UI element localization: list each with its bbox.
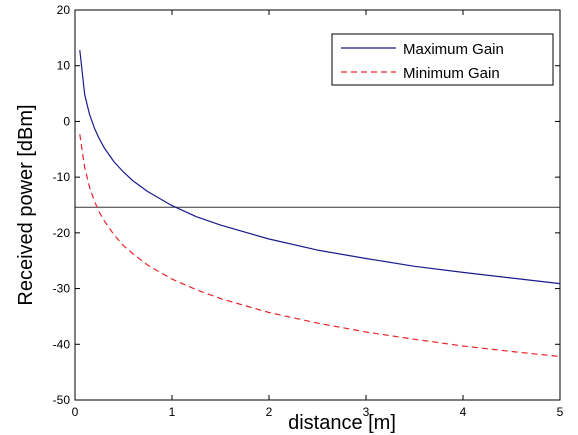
legend: Maximum Gain Minimum Gain [331, 33, 554, 86]
y-tick-label: -10 [53, 170, 71, 184]
x-tick-label: 5 [557, 405, 564, 419]
y-tick-label: 20 [57, 3, 71, 17]
x-tick-label: 1 [169, 405, 176, 419]
y-tick-label: 0 [63, 114, 70, 128]
legend-label-minimum-gain: Minimum Gain [403, 65, 500, 82]
x-tick-label: 2 [266, 405, 273, 419]
series-layer [79, 50, 561, 358]
y-tick-label: -50 [53, 393, 71, 407]
x-tick-label: 3 [363, 405, 370, 419]
axis-ticks: 0 1 2 3 4 5 20 10 0 -10 -20 -30 -40 -50 [53, 3, 564, 419]
y-tick-label: -30 [53, 282, 71, 296]
y-tick-label: 10 [57, 59, 71, 73]
x-tick-label: 0 [72, 405, 79, 419]
x-tick-label: 4 [460, 405, 467, 419]
y-tick-label: -20 [53, 226, 71, 240]
series-line-maximum-gain [79, 50, 561, 285]
y-tick-label: -40 [53, 337, 71, 351]
y-axis-label: Received power [dBm] [15, 104, 37, 305]
series-line-minimum-gain [79, 134, 561, 358]
legend-box [331, 33, 554, 86]
x-axis-label: distance [m] [288, 412, 396, 434]
legend-label-maximum-gain: Maximum Gain [403, 41, 504, 58]
